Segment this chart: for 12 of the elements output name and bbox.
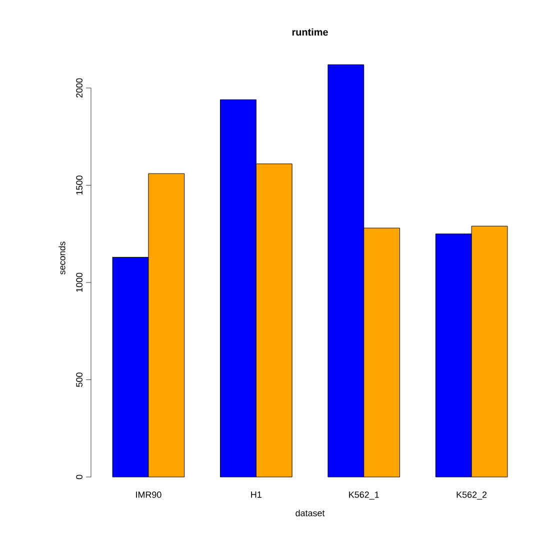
chart-title: runtime <box>292 28 328 36</box>
x-tick-label: K562_1 <box>349 492 379 500</box>
y-tick-label: 1000 <box>76 272 82 292</box>
x-tick-label: H1 <box>251 492 262 498</box>
x-tick-label: IMR90 <box>136 492 162 498</box>
x-tick-label: K562_2 <box>456 492 487 500</box>
y-tick-label: 500 <box>76 372 82 387</box>
y-tick-label: 2000 <box>76 78 82 98</box>
x-axis-title: dataset <box>296 510 325 516</box>
y-axis-title: seconds <box>58 242 66 274</box>
y-tick-label: 0 <box>76 474 82 480</box>
y-tick-label: 1500 <box>76 176 82 195</box>
